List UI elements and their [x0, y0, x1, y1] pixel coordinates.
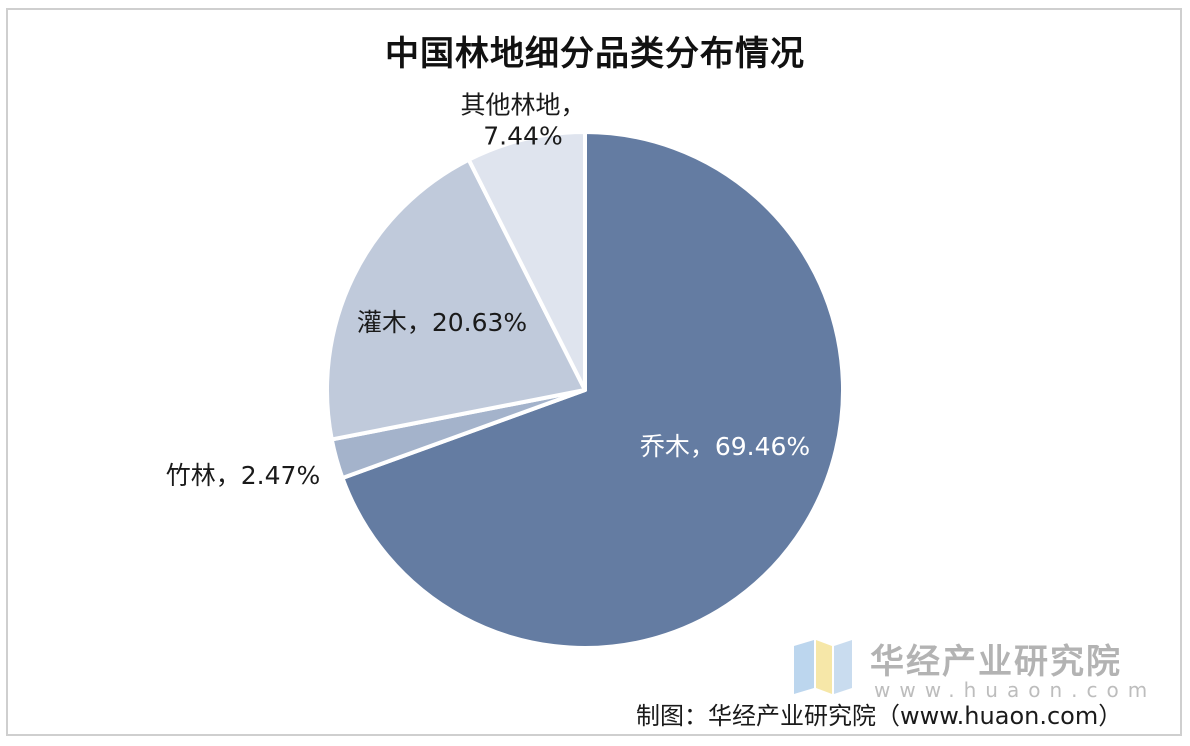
huajing-logo-icon: [794, 640, 852, 694]
watermark-name: 华经产业研究院: [870, 642, 1122, 682]
slice-label-3: 灌木，20.63%: [357, 308, 527, 337]
pie-slice-4: [466, 130, 587, 392]
source-note: 制图：华经产业研究院（www.huaon.com）: [636, 702, 1123, 730]
slice-label-4-line-2: 7.44%: [483, 122, 562, 151]
chart-title: 中国林地细分品类分布情况: [385, 34, 805, 74]
pie-slice-1: [340, 130, 845, 650]
pie-slice-3: [325, 157, 587, 442]
slice-label-1: 乔木，69.46%: [640, 432, 810, 461]
watermark-url: www.huaon.com: [874, 678, 1157, 702]
slice-label-4-line-1: 其他林地，: [460, 91, 585, 120]
slice-label-2: 竹林，2.47%: [166, 461, 320, 490]
watermark: 华经产业研究院 www.huaon.com: [792, 632, 1172, 702]
